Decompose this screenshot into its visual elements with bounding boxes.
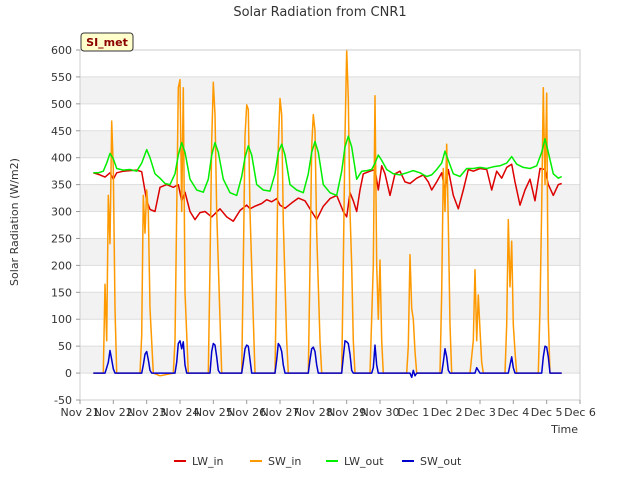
series-layer [93,49,563,379]
x-tick-label: Dec 5 [531,406,563,419]
y-tick-label: 550 [51,71,72,84]
x-tick-label: Dec 3 [464,406,496,419]
x-axis-title: Time [550,423,578,436]
x-tick-label: Dec 6 [564,406,596,419]
x-tick-label: Dec 4 [497,406,529,419]
series-line-lw-out [93,135,563,197]
station-badge: SI_met [80,32,134,52]
legend: LW_in SW_in LW_out SW_out [174,455,462,468]
x-tick-label: Nov 21 [61,406,100,419]
x-tick-label: Dec 2 [431,406,463,419]
plot-band [80,346,580,374]
x-tick-label: Nov 30 [361,406,400,419]
plot-band [80,319,580,347]
legend-label-lw-in: LW_in [192,455,224,468]
station-badge-box [80,32,134,52]
x-tick-label: Nov 24 [161,406,200,419]
y-tick-label: 200 [51,259,72,272]
chart-title: Solar Radiation from CNR1 [233,5,406,20]
y-tick-label: 400 [51,152,72,165]
legend-label-sw-out: SW_out [420,455,462,468]
x-tick-label: Dec 1 [397,406,429,419]
y-tick-label: 300 [51,206,72,219]
x-tick-label: Nov 26 [227,406,266,419]
y-tick-label: 500 [51,98,72,111]
series-line-lw-in [93,163,562,222]
x-tick-label: Nov 28 [294,406,333,419]
plot-band [80,211,580,239]
plot-band [80,76,580,104]
x-tick-label: Nov 23 [127,406,166,419]
x-tick-label: Nov 29 [327,406,366,419]
plot-band [80,103,580,131]
y-tick-label: 450 [51,125,72,138]
x-tick-label: Nov 27 [261,406,300,419]
plot-bands [80,50,580,400]
plot-band [80,265,580,293]
plot-band [80,373,580,400]
x-tick-label: Nov 22 [94,406,133,419]
legend-label-lw-out: LW_out [344,455,384,468]
plot-frame [79,49,581,401]
plot-band [80,238,580,266]
y-axis-ticks: -50 0 50 100 150 200 250 300 350 400 450 500 550 600 [51,44,80,407]
legend-label-sw-in: SW_in [268,455,301,468]
series-line-sw-in [93,49,562,377]
y-tick-label: 600 [51,44,72,57]
y-tick-label: 350 [51,179,72,192]
plot-band [80,50,580,77]
series-line-sw-out [93,340,562,379]
plot-band [80,292,580,320]
plot-band [80,130,580,158]
y-tick-label: 250 [51,232,72,245]
y-tick-label: 0 [65,367,72,380]
y-tick-label: 150 [51,286,72,299]
y-tick-label: -50 [54,394,72,407]
station-badge-label: SI_met [86,36,128,49]
x-tick-label: Nov 25 [194,406,233,419]
y-axis-title: Solar Radiation (W/m2) [8,158,21,286]
y-tick-label: 100 [51,313,72,326]
y-tick-label: 50 [58,340,72,353]
